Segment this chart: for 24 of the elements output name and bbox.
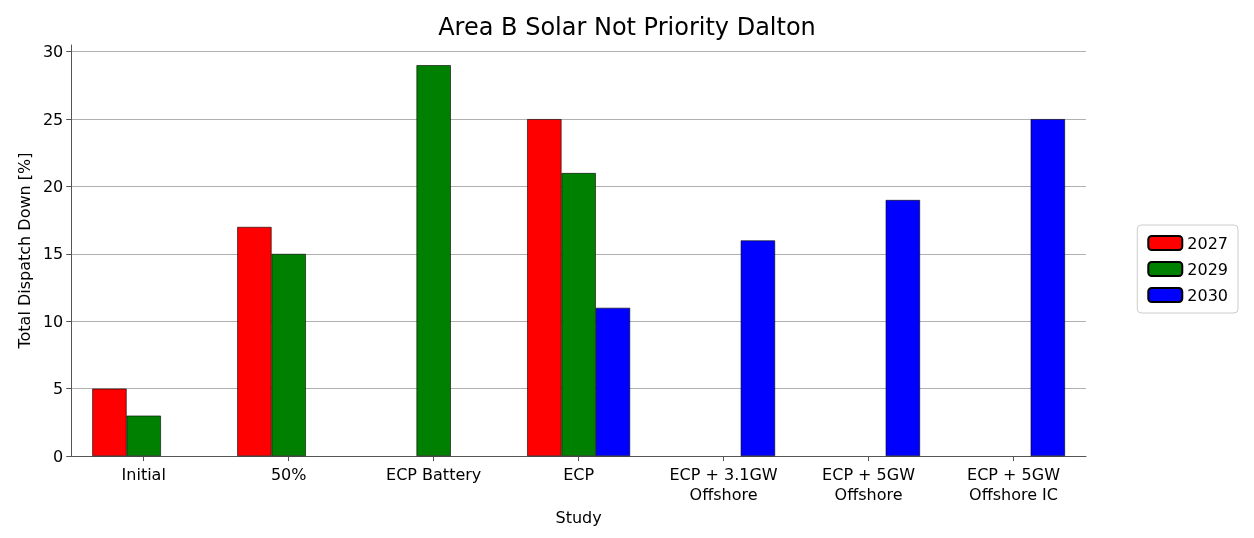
- legend-label: 2030: [1187, 285, 1228, 305]
- x-axis-title: Study: [555, 507, 602, 527]
- y-tick-label: 15: [42, 244, 64, 264]
- bar: [740, 240, 776, 457]
- y-tick-label: 25: [42, 109, 64, 129]
- y-tick-label: 10: [42, 311, 64, 331]
- x-tick-label: ECP + 3.1GW Offshore: [669, 464, 778, 504]
- chart-title: Area B Solar Not Priority Dalton: [438, 13, 816, 41]
- bar: [1030, 119, 1065, 457]
- bar: [885, 200, 921, 457]
- y-tick-label: 30: [42, 42, 64, 62]
- y-tick-label: 20: [42, 177, 64, 197]
- y-tick-label: 5: [53, 379, 64, 399]
- legend-label: 2029: [1187, 259, 1228, 279]
- x-tick-label: ECP + 5GW Offshore: [822, 464, 916, 504]
- y-tick-label: 0: [53, 446, 64, 466]
- y-axis-title: Total Dispatch Down [%]: [14, 152, 34, 350]
- legend-label: 2027: [1187, 233, 1228, 253]
- bar: [416, 65, 451, 457]
- x-tick-label: Initial: [121, 464, 166, 484]
- x-tick-label: 50%: [270, 464, 307, 484]
- x-tick-label: ECP: [563, 464, 595, 484]
- x-tick-label: ECP Battery: [386, 464, 482, 484]
- x-tick-label: ECP + 5GW Offshore IC: [967, 464, 1061, 504]
